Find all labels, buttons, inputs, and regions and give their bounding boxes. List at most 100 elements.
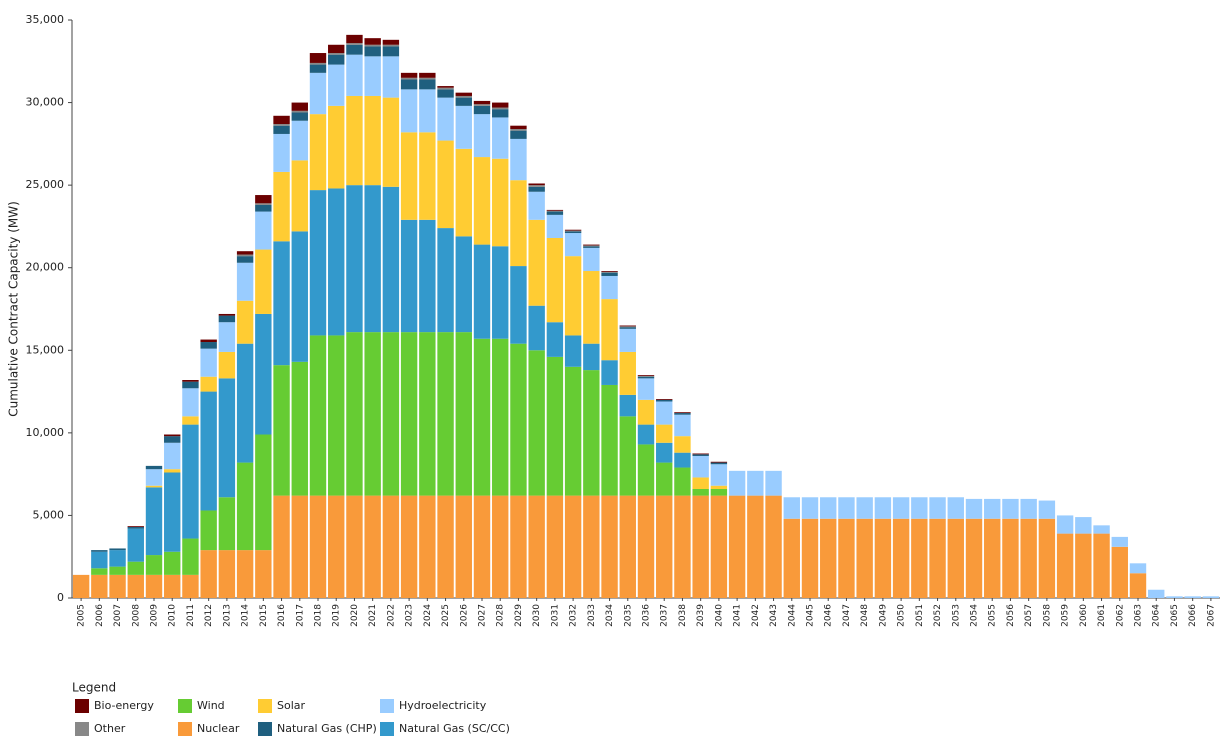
bar-segment — [291, 102, 308, 111]
bar-segment — [218, 378, 236, 498]
bar-segment — [455, 97, 472, 106]
bar-segment — [419, 219, 436, 333]
bar-segment — [346, 495, 363, 598]
bar-segment — [637, 424, 655, 445]
bar-segment — [218, 351, 236, 379]
bar-segment — [182, 538, 199, 575]
bar-segment — [309, 114, 327, 191]
bar-segment — [182, 388, 199, 417]
x-tick-label: 2035 — [623, 604, 633, 627]
bar-segment — [273, 125, 290, 134]
bar-segment — [328, 44, 345, 54]
bar-segment — [510, 180, 527, 267]
bar-segment — [656, 495, 673, 598]
bar-segment — [236, 343, 254, 463]
x-tick-label: 2020 — [350, 604, 360, 627]
bar-segment — [473, 244, 491, 339]
bar-segment — [546, 237, 564, 323]
bar-segment — [528, 186, 545, 192]
x-tick-label: 2039 — [696, 604, 706, 627]
bar-segment — [929, 518, 946, 598]
bar-segment — [965, 518, 983, 598]
x-tick-label: 2059 — [1061, 604, 1071, 627]
legend-label: Other — [94, 722, 126, 735]
x-tick-label: 2006 — [95, 604, 105, 627]
x-tick-label: 2005 — [77, 604, 87, 627]
bar-segment — [947, 497, 964, 519]
x-tick-label: 2011 — [186, 604, 196, 627]
bar-segment — [528, 219, 545, 306]
x-tick-label: 2048 — [860, 604, 870, 627]
bar-segment — [218, 313, 236, 316]
bar-segment — [328, 188, 345, 336]
bar-segment — [710, 464, 728, 486]
bar-segment — [546, 211, 564, 215]
bar-segment — [145, 469, 163, 486]
bar-segment — [419, 79, 436, 90]
x-tick-label: 2015 — [259, 604, 269, 627]
bar-segment — [437, 332, 454, 496]
x-tick-label: 2038 — [678, 604, 688, 627]
bar-segment — [564, 233, 582, 257]
bar-segment — [656, 442, 673, 463]
bar-segment — [255, 249, 272, 314]
bar-segment — [400, 89, 418, 133]
bar-segment — [838, 497, 855, 519]
bar-segment — [528, 495, 545, 598]
bar-segment — [273, 133, 290, 172]
bar-segment — [601, 384, 618, 496]
bar-segment — [364, 56, 381, 96]
bar-segment — [710, 485, 728, 490]
bar-segment — [601, 275, 618, 300]
bar-segment — [728, 495, 746, 598]
x-tick-label: 2036 — [642, 604, 652, 627]
bar-segment — [492, 338, 509, 496]
bar-segment — [164, 574, 181, 598]
bar-segment — [1093, 533, 1110, 598]
bar-segment — [1166, 596, 1183, 598]
legend-label: Bio-energy — [94, 699, 154, 712]
x-tick-label: 2042 — [751, 604, 761, 627]
bar-segment — [364, 332, 381, 496]
bar-segment — [929, 497, 946, 519]
bar-segment — [492, 102, 509, 108]
x-tick-label: 2052 — [933, 604, 943, 627]
bar-segment — [692, 489, 709, 496]
bar-segment — [984, 518, 1001, 598]
bar-segment — [400, 79, 418, 90]
y-tick-label: 25,000 — [26, 178, 65, 191]
bar-segment — [692, 495, 709, 598]
bar-segment — [473, 157, 491, 245]
bar-segment — [637, 495, 655, 598]
bar-segment — [892, 518, 910, 598]
bar-segment — [164, 551, 181, 575]
bar-segment — [783, 518, 800, 598]
bar-segment — [145, 487, 163, 556]
bar-segment — [273, 115, 290, 125]
bar-segment — [291, 495, 308, 598]
bar-segment — [346, 43, 363, 45]
x-tick-label: 2062 — [1115, 604, 1125, 627]
y-tick-label: 15,000 — [26, 343, 65, 356]
y-tick-label: 30,000 — [26, 96, 65, 109]
bar-segment — [546, 210, 564, 212]
bar-segment — [564, 366, 582, 496]
bar-segment — [382, 495, 400, 598]
bar-segment — [255, 204, 272, 212]
bar-segment — [1129, 573, 1147, 598]
bar-segment — [874, 497, 892, 519]
x-tick-label: 2043 — [769, 604, 779, 627]
legend-label: Solar — [277, 699, 306, 712]
bar-segment — [911, 497, 928, 519]
bar-segment — [1056, 533, 1074, 598]
bar-segment — [437, 495, 454, 598]
bar-segment — [473, 495, 491, 598]
bar-segment — [437, 86, 454, 88]
bar-segment — [1202, 596, 1220, 598]
bar-segment — [583, 244, 600, 246]
bar-segment — [291, 120, 308, 161]
bar-segment — [710, 495, 728, 598]
bar-segment — [127, 574, 144, 598]
bar-segment — [346, 185, 363, 333]
bar-segment — [437, 89, 454, 98]
